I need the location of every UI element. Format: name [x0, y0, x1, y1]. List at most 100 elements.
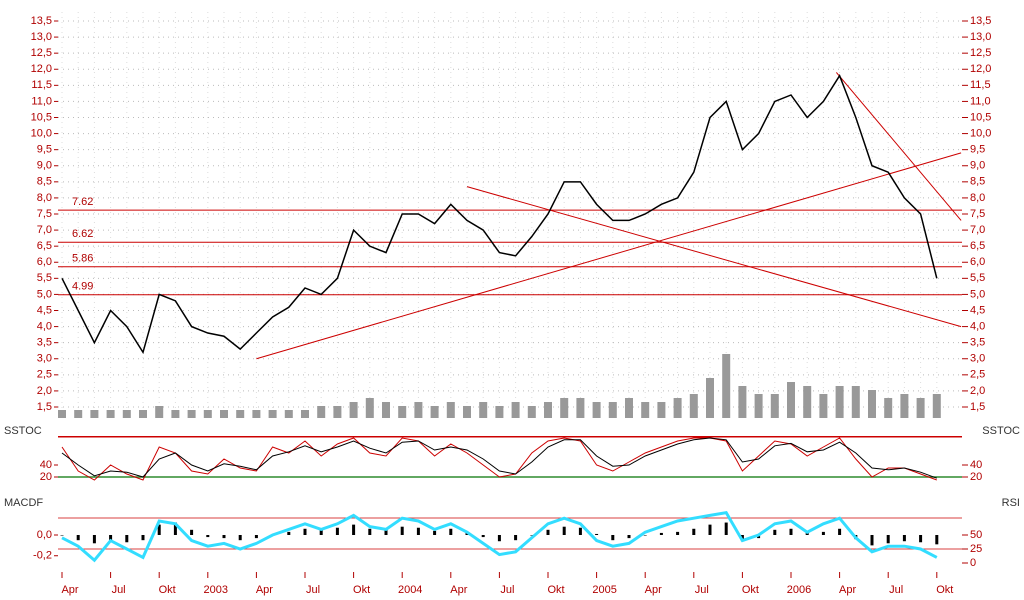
volume-bar [916, 398, 925, 418]
y-tick-label: 8,0 [37, 192, 52, 204]
macd-bar [886, 535, 890, 544]
macd-bar [368, 528, 372, 535]
x-tick-label: Okt [159, 584, 176, 596]
volume-bar [592, 402, 601, 418]
sstoc-tick-label: 20 [40, 471, 52, 483]
y-tick-label: 4,5 [37, 304, 52, 316]
level-label: 7.62 [72, 196, 93, 208]
volume-bar [463, 406, 471, 418]
volume-bar [495, 406, 504, 418]
macd-bar [60, 535, 64, 536]
macd-bar [643, 535, 647, 536]
volume-bar [673, 398, 682, 418]
macd-bar [76, 535, 80, 541]
volume-bar [819, 394, 828, 418]
y-tick-label: 6,5 [37, 240, 52, 252]
sstoc-title: SSTOC [4, 425, 42, 437]
macd-bar [173, 522, 177, 535]
y-tick-label-right: 3,5 [970, 337, 985, 349]
volume-bar [58, 410, 66, 418]
x-tick-label: Jul [112, 584, 126, 596]
y-tick-label-right: 11,5 [970, 79, 991, 91]
x-tick-label: Okt [547, 584, 564, 596]
y-tick-label: 1,5 [37, 401, 52, 413]
x-tick-label: Jul [500, 584, 514, 596]
macd-bar [352, 524, 356, 535]
macd-bar [109, 535, 113, 541]
y-tick-label-right: 8,5 [970, 176, 985, 188]
y-tick-label-right: 9,0 [970, 160, 985, 172]
volume-bar [560, 398, 569, 418]
y-tick-label: 10,0 [31, 127, 52, 139]
rsi-tick-label-right: 25 [970, 543, 982, 555]
y-tick-label: 12,0 [31, 63, 52, 75]
macd-bar [190, 529, 194, 535]
y-tick-label: 12,5 [31, 47, 52, 59]
x-tick-label: Apr [256, 584, 273, 596]
volume-bar [106, 410, 115, 418]
sstoc-line [61, 437, 937, 481]
y-tick-label: 9,5 [37, 144, 52, 156]
y-tick-label-right: 4,0 [970, 320, 985, 332]
y-tick-label-right: 7,5 [970, 208, 985, 220]
volume-bar [398, 406, 407, 418]
y-tick-label-right: 2,5 [970, 369, 985, 381]
y-tick-label: 2,0 [37, 385, 52, 397]
macd-bar [708, 524, 712, 535]
volume-bar [641, 402, 650, 418]
y-tick-label: 9,0 [37, 160, 52, 172]
macd-bar [789, 528, 793, 535]
y-tick-label-right: 4,5 [970, 304, 985, 316]
y-tick-label-right: 5,0 [970, 288, 985, 300]
level-label: 6.62 [72, 228, 93, 240]
rsi-tick-label-right: 0 [970, 557, 976, 569]
y-tick-label: 11,5 [31, 79, 52, 91]
volume-bar [576, 398, 585, 418]
y-tick-label-right: 3,0 [970, 353, 985, 365]
macd-bar [562, 526, 566, 535]
volume-bar [754, 394, 763, 418]
macd-bar [595, 533, 599, 535]
macd-bar [335, 527, 339, 535]
price-line [61, 74, 938, 355]
volume-bar [608, 402, 617, 418]
y-tick-label: 10,5 [31, 111, 52, 123]
macd-bar [627, 535, 631, 539]
macd-bar [433, 530, 437, 535]
x-tick-label: 2003 [204, 584, 228, 596]
trend-line [466, 186, 962, 328]
macd-bar [902, 535, 906, 542]
volume-bar [770, 394, 779, 418]
x-tick-label: Jul [695, 584, 709, 596]
macd-bar [546, 529, 550, 535]
macd-bar [659, 532, 663, 535]
macd-bar [141, 535, 145, 541]
volume-bar [349, 402, 358, 418]
macd-bar [724, 522, 728, 535]
x-tick-label: Okt [742, 584, 759, 596]
x-tick-label: Apr [839, 584, 856, 596]
volume-bar [139, 410, 147, 418]
volume-bar [625, 398, 633, 418]
macd-tick-label: -0,2 [33, 550, 52, 562]
volume-bar [171, 410, 180, 418]
macd-bar [157, 524, 161, 535]
macd-title: MACDF [4, 497, 43, 509]
volume-bar [333, 406, 342, 418]
volume-bar [932, 394, 941, 418]
volume-bar [527, 406, 536, 418]
volume-bar [835, 386, 844, 418]
volume-bar [155, 406, 164, 418]
macd-bar [287, 531, 291, 535]
y-tick-label-right: 1,5 [970, 401, 985, 413]
volume-bar [122, 410, 131, 418]
trend-line [835, 72, 962, 221]
macd-bar [303, 528, 307, 535]
macd-tick-label: 0,0 [37, 529, 52, 541]
y-tick-label-right: 12,5 [970, 47, 991, 59]
y-tick-label-right: 9,5 [970, 144, 985, 156]
x-tick-label: Jul [306, 584, 320, 596]
x-tick-label: Apr [450, 584, 467, 596]
macd-bar [92, 535, 96, 544]
volume-bar [365, 398, 374, 418]
